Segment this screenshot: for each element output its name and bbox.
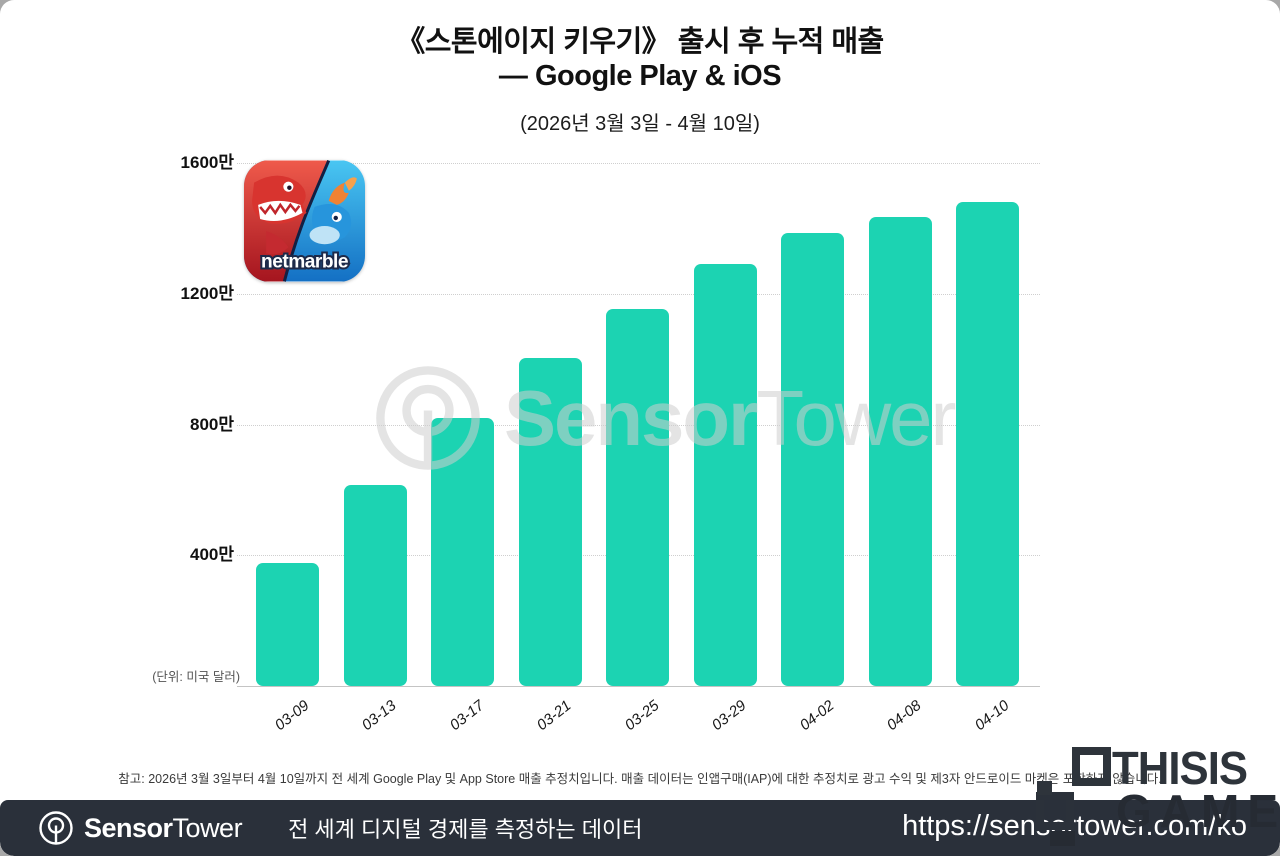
x-axis-line — [237, 686, 1040, 687]
chart-title-line2: — Google Play & iOS — [498, 60, 782, 92]
x-axis-tick-label: 03-09 — [271, 697, 312, 735]
bar-04-02 — [781, 233, 844, 686]
bar-03-13 — [343, 485, 407, 686]
bar-03-17 — [431, 418, 494, 686]
bar-03-21 — [518, 357, 582, 686]
gridline — [237, 163, 1040, 165]
x-axis-tick-label: 03-25 — [621, 697, 662, 735]
x-axis-tick-label: 04-08 — [883, 697, 925, 735]
sensortower-logo: SensorTower — [38, 810, 243, 846]
x-axis-tick-label: 03-13 — [358, 697, 400, 735]
app-icon: netmarble — [244, 160, 365, 282]
sensortower-logo-text: SensorTower — [84, 812, 243, 844]
bar-03-09 — [256, 563, 319, 686]
footer-url-link[interactable]: https://sensortower.com/ko — [902, 810, 1247, 842]
chart-subtitle-daterange: (2026년 3월 3일 - 4월 10일) — [520, 113, 760, 135]
y-axis-tick-label: 400만 — [189, 545, 234, 565]
footnote: 참고: 2026년 3월 3일부터 4월 10일까지 전 세계 Google P… — [118, 772, 1162, 786]
y-axis-unit-label: (단위: 미국 달러) — [152, 670, 240, 684]
sensortower-logo-icon — [39, 811, 73, 845]
bar-03-25 — [606, 308, 669, 686]
footer-brand-light: Tower — [172, 812, 243, 843]
bar-03-29 — [693, 264, 757, 686]
x-axis-tick-label: 03-29 — [708, 697, 750, 735]
footer-bar: SensorTower 전 세계 디지털 경제를 측정하는 데이터 https:… — [0, 800, 1280, 856]
x-axis-tick-label: 03-21 — [533, 697, 575, 735]
svg-text:netmarble: netmarble — [261, 251, 348, 272]
y-axis-tick-label: 1200만 — [180, 283, 234, 303]
x-axis-tick-label: 04-10 — [971, 697, 1012, 735]
y-axis-tick-label: 1600만 — [180, 153, 234, 173]
footer-brand-bold: Sensor — [84, 812, 173, 843]
x-axis-tick-label: 04-02 — [796, 697, 837, 735]
gridline — [237, 293, 1040, 295]
bar-04-10 — [956, 202, 1019, 686]
x-axis-tick-label: 03-17 — [446, 697, 487, 735]
footer-tagline: 전 세계 디지털 경제를 측정하는 데이터 — [288, 817, 643, 842]
bar-04-08 — [868, 217, 932, 686]
chart-title-line1: 《스톤에이지 키우기》 출시 후 누적 매출 — [396, 26, 884, 58]
y-axis-tick-label: 800만 — [189, 414, 234, 434]
app-icon-art: netmarble — [244, 160, 365, 282]
